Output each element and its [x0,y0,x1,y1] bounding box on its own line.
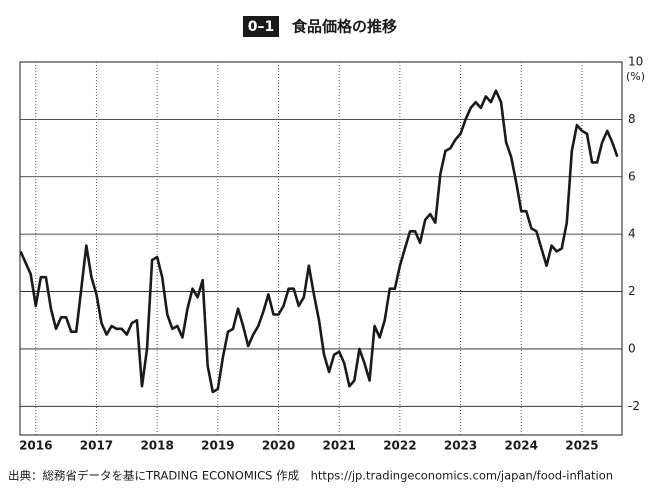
x-tick-label: 2022 [383,439,416,453]
figure-badge [243,16,279,37]
y-tick-label: 2 [628,284,636,298]
y-tick-label: 8 [628,112,636,126]
y-tick-label: 10 [628,55,643,69]
chart-title: 食品価格の推移 [292,18,397,36]
y-unit: (%) [626,70,645,83]
plot-frame [19,61,623,436]
y-tick-label: 4 [628,227,636,241]
y-tick-label: 0 [628,341,636,355]
x-tick-label: 2021 [323,439,356,453]
x-tick-label: 2018 [140,439,173,453]
x-tick-label: 2023 [444,439,477,453]
figure-number: 0–1 [248,19,274,35]
x-tick-label: 2017 [80,439,113,453]
data-line [19,89,619,394]
x-tick-label: 2016 [19,439,52,453]
source: 出典：総務省データを基にTRADING ECONOMICS 作成 https:/… [8,469,613,483]
x-tick-label: 2025 [565,439,598,453]
y-tick-label: 6 [628,169,636,183]
x-tick-label: 2020 [262,439,295,453]
y-tick-label: -2 [628,399,640,413]
x-tick-label: 2024 [505,439,538,453]
x-tick-label: 2019 [201,439,234,453]
